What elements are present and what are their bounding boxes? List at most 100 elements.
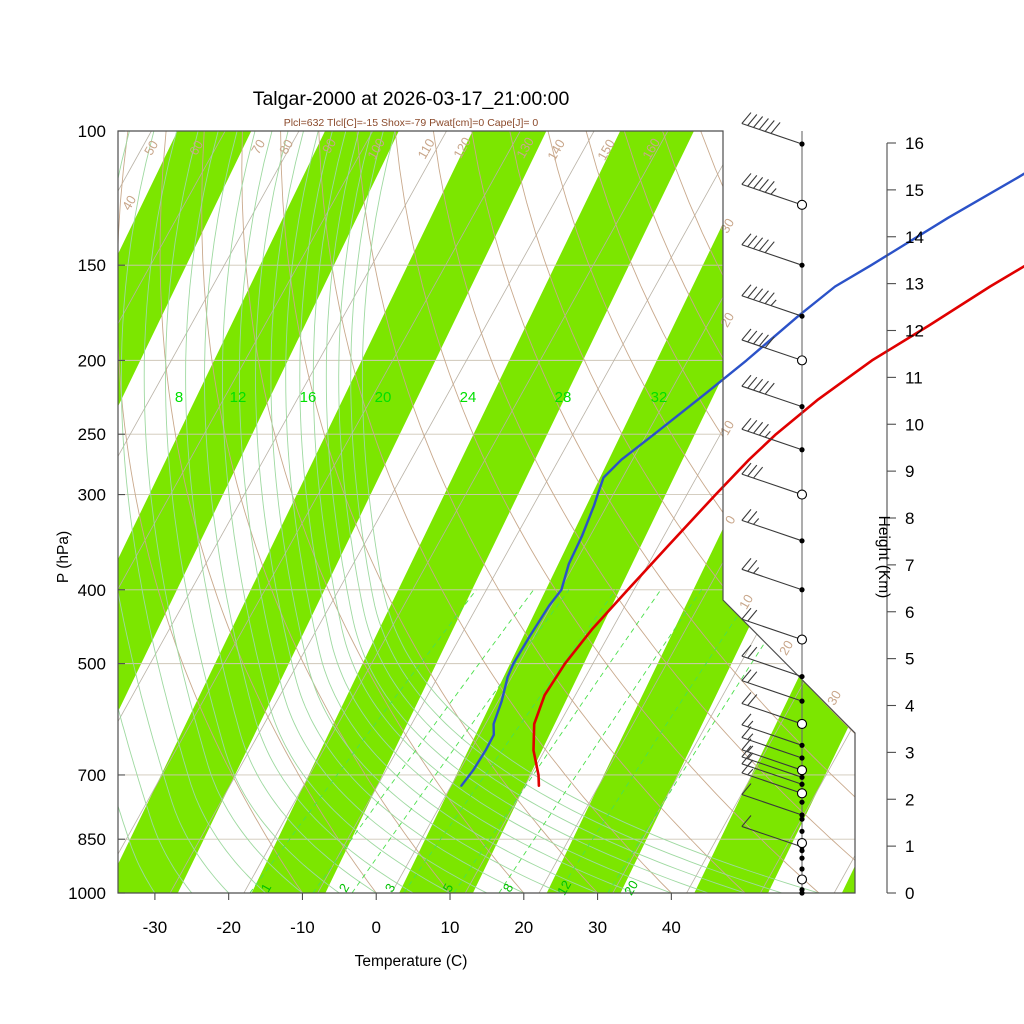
wind-barb [741, 644, 803, 678]
pressure-axis-title: P (hPa) [55, 531, 72, 583]
temperature-profile-curve [532, 264, 1024, 787]
height-tick-label: 0 [905, 884, 914, 903]
wind-level-marker [799, 828, 805, 834]
wind-level-marker [799, 742, 805, 748]
wind-barb [741, 669, 803, 702]
overlay-label: 12 [230, 389, 247, 406]
height-tick-label: 3 [905, 743, 914, 762]
height-tick-label: 2 [905, 790, 914, 809]
height-tick-label: 15 [905, 181, 924, 200]
temperature-tick-label: 0 [371, 918, 380, 937]
height-tick-label: 9 [905, 462, 914, 481]
wind-level-marker [799, 774, 805, 780]
overlay-label: 32 [651, 389, 668, 406]
wind-level-marker [799, 812, 805, 818]
sounding-indices-subtitle: Plcl=632 Tlcl[C]=-15 Shox=-79 Pwat[cm]=0… [284, 117, 539, 129]
wind-barb [741, 607, 803, 641]
mixing-ratio-lines [249, 589, 800, 893]
height-tick-label: 13 [905, 275, 924, 294]
overlay-label: 8 [175, 389, 183, 406]
overlay-label: 70 [248, 137, 268, 157]
wind-barb [741, 726, 803, 759]
temperature-tick-label: 10 [441, 918, 460, 937]
wind-barb [741, 815, 803, 848]
wind-barb [741, 509, 803, 542]
height-axis-title: Height (Km) [875, 516, 892, 599]
overlay-label: 60 [186, 138, 206, 158]
wind-level-marker [799, 755, 805, 761]
wind-barb [741, 783, 803, 816]
height-tick-label: 7 [905, 556, 914, 575]
wind-level-marker [796, 874, 808, 885]
height-tick-label: 1 [905, 837, 914, 856]
wind-level-marker [799, 799, 805, 805]
overlay-label: 16 [300, 389, 317, 406]
overlay-label: 20 [717, 310, 737, 330]
pressure-tick-label: 250 [78, 425, 106, 444]
overlay-label: 28 [555, 389, 572, 406]
wind-barb [741, 112, 803, 145]
wind-level-marker [799, 447, 805, 453]
overlay-label: 30 [824, 688, 844, 708]
overlay-label: 10 [736, 592, 756, 612]
overlay-label: 140 [544, 137, 568, 163]
overlay-label: 20 [375, 389, 392, 406]
temperature-tick-label: -30 [143, 918, 168, 937]
wind-level-marker [799, 848, 805, 854]
pressure-tick-label: 400 [78, 581, 106, 600]
moist-adiabat-lines [118, 131, 820, 893]
pressure-tick-label: 700 [78, 766, 106, 785]
wind-level-marker-open [796, 788, 808, 799]
overlay-label: 40 [119, 193, 139, 213]
overlay-label: 24 [460, 389, 477, 406]
wind-barb [741, 284, 803, 317]
temperature-tick-label: 30 [588, 918, 607, 937]
wind-barb [741, 374, 803, 408]
wind-level-marker [799, 698, 805, 704]
wind-barb [741, 233, 803, 266]
wind-level-marker-open [796, 355, 808, 366]
wind-barb [741, 328, 803, 361]
wind-level-marker [799, 141, 805, 147]
wind-barb [741, 462, 803, 496]
pressure-tick-label: 850 [78, 830, 106, 849]
pressure-tick-label: 300 [78, 486, 106, 505]
overlay-label: 0 [722, 513, 739, 527]
wind-level-marker-open [796, 489, 808, 500]
height-tick-label: 4 [905, 697, 914, 716]
height-tick-label: 16 [905, 134, 924, 153]
height-tick-label: 12 [905, 322, 924, 341]
wind-level-marker [799, 262, 805, 268]
wind-barb [741, 417, 803, 451]
wind-level-marker [796, 838, 808, 849]
wind-level-marker [799, 890, 805, 896]
wind-barb [741, 557, 803, 591]
pressure-tick-label: 150 [78, 256, 106, 275]
height-tick-label: 11 [905, 368, 923, 387]
wind-barb [741, 738, 803, 771]
wind-level-marker [799, 866, 805, 872]
height-tick-label: 8 [905, 509, 914, 528]
temperature-tick-label: -10 [290, 918, 315, 937]
wind-barb [741, 713, 803, 746]
pressure-tick-label: 1000 [68, 884, 106, 903]
wind-level-marker [799, 538, 805, 544]
pressure-axis: 100 150 200 250 300 400 500 700 850 1000 [68, 122, 125, 903]
overlay-label: 10 [717, 418, 737, 438]
temperature-tick-label: 20 [514, 918, 533, 937]
temperature-axis: -30 -20 -10 0 10 20 30 40 [143, 893, 681, 937]
wind-barb [741, 173, 803, 206]
dewpoint-profile-curve [460, 172, 1024, 787]
overlay-label: 90 [319, 136, 339, 156]
pressure-tick-label: 100 [78, 122, 106, 141]
temperature-axis-title: Temperature (C) [355, 953, 468, 970]
wind-level-marker [799, 781, 805, 787]
overlay-label: 30 [717, 216, 737, 236]
wind-barb [741, 745, 803, 778]
wind-level-marker [799, 673, 805, 680]
height-tick-label: 6 [905, 603, 914, 622]
wind-barb [741, 692, 803, 725]
